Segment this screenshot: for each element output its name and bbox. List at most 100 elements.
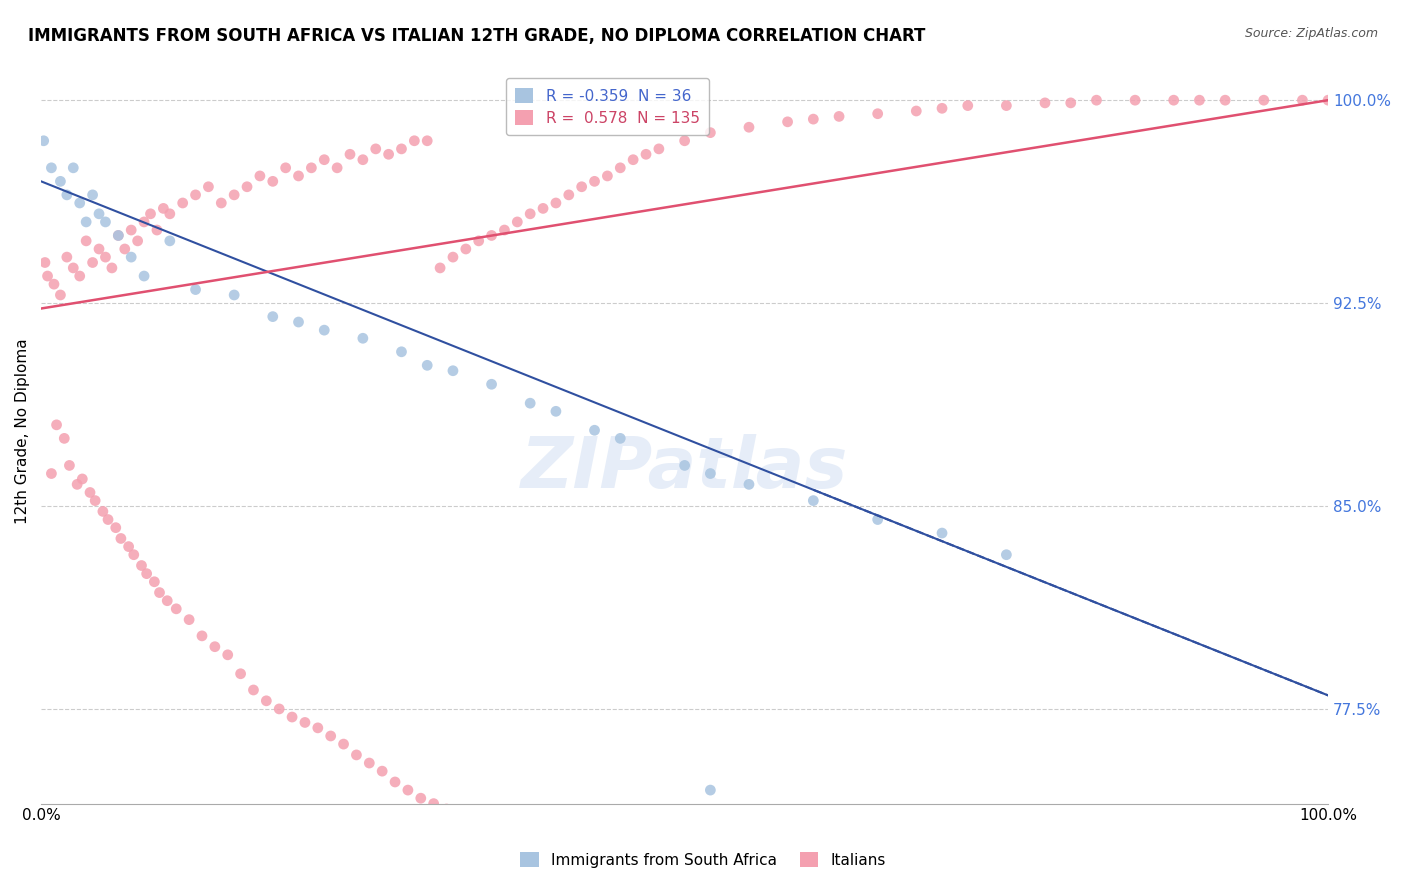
Point: [621, 153, 644, 167]
Point: [699, 467, 721, 481]
Point: [1253, 93, 1275, 107]
Point: [82, 255, 104, 269]
Legend: R = -0.359  N = 36, R =  0.578  N = 135: R = -0.359 N = 36, R = 0.578 N = 135: [506, 78, 709, 135]
Point: [416, 359, 439, 373]
Point: [648, 142, 671, 156]
Point: [307, 721, 329, 735]
Point: [583, 423, 606, 437]
Point: [519, 207, 541, 221]
Point: [481, 377, 503, 392]
Point: [224, 288, 246, 302]
Point: [391, 142, 413, 156]
Point: [1085, 93, 1108, 107]
Point: [609, 161, 631, 175]
Point: [209, 196, 232, 211]
Point: [122, 548, 145, 562]
Point: [1163, 93, 1185, 107]
Point: [148, 585, 170, 599]
Point: [262, 174, 284, 188]
Point: [558, 187, 581, 202]
Point: [152, 202, 174, 216]
Point: [364, 142, 387, 156]
Point: [404, 134, 426, 148]
Point: [114, 242, 136, 256]
Text: Source: ZipAtlas.com: Source: ZipAtlas.com: [1244, 27, 1378, 40]
Point: [738, 477, 761, 491]
Point: [956, 98, 979, 112]
Point: [101, 260, 124, 275]
Point: [191, 629, 214, 643]
Point: [79, 485, 101, 500]
Point: [131, 558, 153, 573]
Point: [634, 147, 657, 161]
Point: [104, 521, 127, 535]
Point: [326, 161, 349, 175]
Point: [551, 883, 574, 892]
Point: [314, 153, 336, 167]
Point: [84, 493, 107, 508]
Legend: Immigrants from South Africa, Italians: Immigrants from South Africa, Italians: [513, 844, 893, 875]
Point: [384, 775, 406, 789]
Point: [905, 103, 928, 118]
Text: ZIPatlas: ZIPatlas: [522, 434, 848, 503]
Point: [94, 250, 117, 264]
Point: [146, 223, 169, 237]
Point: [699, 126, 721, 140]
Point: [609, 431, 631, 445]
Point: [828, 110, 851, 124]
Point: [596, 169, 619, 183]
Point: [1188, 93, 1211, 107]
Point: [673, 134, 696, 148]
Y-axis label: 12th Grade, No Diploma: 12th Grade, No Diploma: [15, 339, 30, 524]
Point: [75, 215, 97, 229]
Point: [995, 548, 1018, 562]
Point: [143, 574, 166, 589]
Point: [494, 223, 516, 237]
Point: [1213, 93, 1236, 107]
Point: [931, 526, 953, 541]
Point: [801, 112, 824, 127]
Point: [409, 791, 432, 805]
Point: [931, 101, 953, 115]
Point: [75, 234, 97, 248]
Point: [91, 504, 114, 518]
Point: [34, 255, 56, 269]
Point: [461, 818, 484, 832]
Point: [217, 648, 239, 662]
Point: [49, 174, 72, 188]
Point: [346, 747, 368, 762]
Point: [262, 310, 284, 324]
Point: [139, 207, 162, 221]
Point: [352, 331, 374, 345]
Point: [866, 106, 889, 120]
Point: [506, 215, 529, 229]
Point: [229, 666, 252, 681]
Point: [87, 242, 110, 256]
Point: [32, 134, 55, 148]
Point: [132, 215, 155, 229]
Point: [132, 268, 155, 283]
Point: [37, 268, 59, 283]
Point: [776, 115, 799, 129]
Point: [82, 187, 104, 202]
Point: [274, 161, 297, 175]
Point: [159, 207, 181, 221]
Point: [242, 683, 264, 698]
Point: [441, 364, 464, 378]
Point: [56, 250, 79, 264]
Point: [41, 161, 63, 175]
Point: [474, 829, 496, 843]
Point: [481, 228, 503, 243]
Point: [544, 196, 567, 211]
Point: [673, 458, 696, 473]
Point: [107, 228, 129, 243]
Point: [1123, 93, 1146, 107]
Point: [454, 242, 477, 256]
Point: [254, 694, 277, 708]
Point: [1317, 93, 1340, 107]
Point: [995, 98, 1018, 112]
Point: [571, 179, 593, 194]
Point: [314, 323, 336, 337]
Point: [866, 512, 889, 526]
Point: [204, 640, 226, 654]
